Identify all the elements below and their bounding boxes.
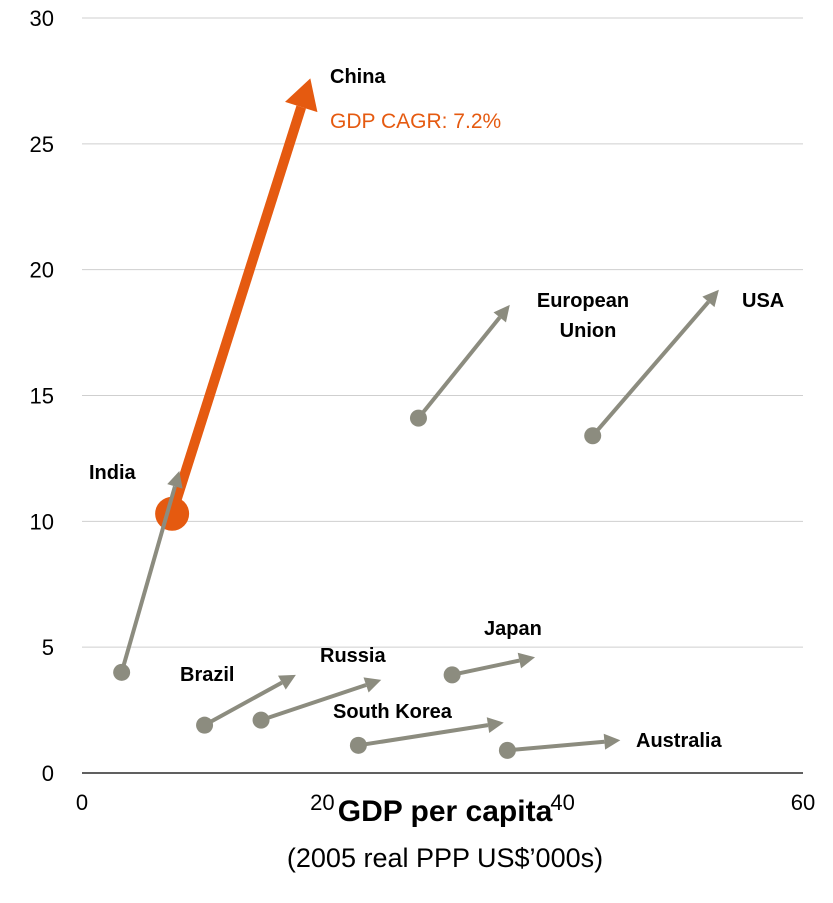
china-arrow-line — [167, 105, 307, 516]
european-union-start-dot — [409, 409, 427, 427]
brazil-arrow-line — [203, 680, 283, 727]
brazil-arrow-head — [278, 674, 296, 690]
european-union-label: Union — [560, 320, 617, 342]
x-axis-title: GDP per capita — [337, 795, 553, 828]
india-label: India — [89, 462, 137, 484]
x-tick-label: 60 — [791, 790, 815, 815]
japan-label: Japan — [484, 618, 542, 640]
y-tick-label: 10 — [30, 509, 54, 534]
india-start-dot — [113, 663, 131, 681]
usa-arrow-line — [591, 300, 710, 438]
india-arrow-line — [119, 485, 177, 673]
y-tick-label: 5 — [42, 635, 54, 660]
china-sublabel: GDP CAGR: 7.2% — [330, 110, 501, 133]
data-marks — [113, 78, 719, 759]
y-tick-label: 20 — [30, 258, 54, 283]
japan-arrow-head — [517, 652, 536, 669]
gridlines — [82, 17, 803, 774]
australia-start-dot — [498, 741, 516, 759]
x-axis-subtitle: (2005 real PPP US$’000s) — [286, 843, 604, 873]
australia-label: Australia — [636, 730, 722, 752]
brazil-label: Brazil — [180, 664, 234, 686]
brazil-start-dot — [196, 716, 214, 734]
south-korea-arrow-line — [358, 723, 489, 748]
russia-arrow-head — [363, 677, 382, 693]
point-labels: China GDP CAGR: 7.2% India European Union USA… — [89, 66, 784, 752]
y-tick-label: 15 — [30, 384, 54, 409]
japan-start-dot — [443, 666, 461, 684]
australia-arrow-head — [603, 733, 621, 750]
china-arrow-head — [285, 78, 318, 113]
india-arrow-head — [167, 471, 183, 489]
y-tick-label: 30 — [30, 6, 54, 31]
south-korea-label: South Korea — [333, 701, 453, 723]
russia-start-dot — [252, 711, 270, 729]
y-axis-ticks: 0 5 10 15 20 25 30 — [30, 6, 54, 786]
usa-start-dot — [584, 427, 602, 445]
european-union-label: European — [537, 290, 629, 312]
x-tick-label: 40 — [550, 790, 574, 815]
y-tick-label: 0 — [42, 761, 54, 786]
australia-arrow-line — [507, 739, 605, 753]
usa-arrow-head — [702, 289, 719, 308]
y-tick-label: 25 — [30, 132, 54, 157]
european-union-arrow-line — [416, 316, 502, 420]
european-union-arrow-head — [493, 304, 510, 323]
x-tick-label: 20 — [310, 790, 334, 815]
russia-label: Russia — [320, 645, 386, 667]
japan-arrow-line — [451, 658, 520, 677]
x-axis-ticks: 0 20 40 60 — [76, 790, 815, 815]
russia-arrow-line — [260, 683, 367, 723]
x-tick-label: 0 — [76, 790, 88, 815]
usa-label: USA — [742, 290, 784, 312]
china-label: China — [330, 66, 386, 88]
south-korea-start-dot — [349, 736, 367, 754]
south-korea-arrow-head — [486, 717, 504, 734]
